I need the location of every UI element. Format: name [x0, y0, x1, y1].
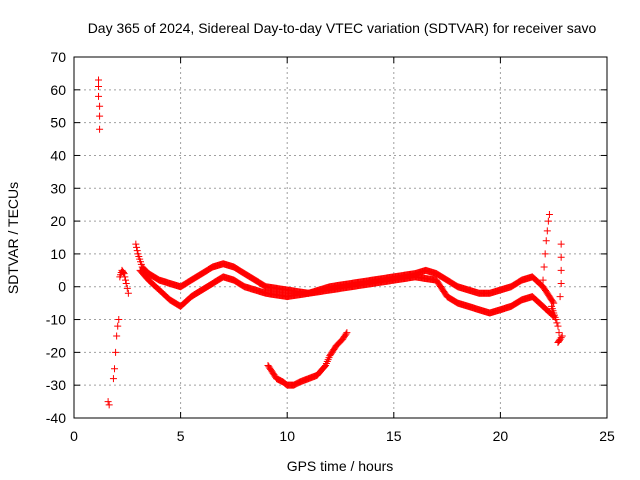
y-tick-label: 60 [50, 82, 66, 98]
x-tick-label: 0 [70, 428, 78, 444]
data-point [553, 319, 561, 327]
data-point [557, 266, 565, 274]
data-point [112, 348, 120, 356]
x-tick-label: 25 [599, 428, 615, 444]
data-point [132, 240, 140, 248]
x-tick-label: 20 [493, 428, 509, 444]
x-tick-label: 15 [386, 428, 402, 444]
data-point [104, 398, 112, 406]
data-point [544, 217, 552, 225]
data-point [95, 83, 103, 91]
y-tick-label: 50 [50, 115, 66, 131]
data-point [119, 269, 127, 277]
data-point [541, 250, 549, 258]
y-tick-label: 20 [50, 213, 66, 229]
data-point [133, 243, 141, 251]
data-point [554, 322, 562, 330]
data-point [111, 365, 119, 373]
data-point [342, 330, 350, 338]
data-point [549, 298, 557, 306]
data-point [121, 273, 129, 281]
data-point [557, 240, 565, 248]
y-tick-label: 40 [50, 147, 66, 163]
x-tick-label: 5 [177, 428, 185, 444]
data-point [113, 332, 121, 340]
data-point [540, 263, 548, 271]
data-point [120, 270, 128, 278]
plot-frame [73, 56, 608, 419]
data-point [133, 247, 141, 255]
data-point [552, 316, 560, 324]
data-point [555, 329, 563, 337]
data-point [558, 332, 566, 340]
y-axis: -40 -30 -20 -10 0 10 20 30 40 50 60 70 [46, 49, 607, 426]
data-points [95, 76, 566, 409]
data-point [96, 112, 104, 120]
y-tick-label: 0 [58, 279, 66, 295]
y-tick-label: 10 [50, 246, 66, 262]
y-tick-label: 30 [50, 180, 66, 196]
data-point [109, 375, 117, 383]
data-point [545, 211, 553, 219]
y-axis-label: SDTVAR / TECUs [5, 182, 21, 294]
data-point [543, 227, 551, 235]
data-point [542, 237, 550, 245]
data-point [95, 76, 103, 84]
data-point [557, 279, 565, 287]
data-point [96, 102, 104, 110]
grid-lines [74, 57, 607, 418]
y-tick-label: -10 [46, 312, 66, 328]
data-point [105, 401, 113, 409]
data-point [122, 276, 130, 284]
data-point [114, 322, 122, 330]
data-point [115, 316, 123, 324]
x-axis-label: GPS time / hours [287, 458, 394, 474]
y-tick-label: 70 [50, 49, 66, 65]
data-point [557, 253, 565, 261]
y-tick-label: -40 [46, 410, 66, 426]
data-point [95, 92, 103, 100]
x-tick-label: 10 [279, 428, 295, 444]
data-point [122, 279, 130, 287]
data-point [124, 289, 132, 297]
data-point [123, 284, 131, 292]
data-point [343, 329, 351, 337]
data-point [539, 276, 547, 284]
x-axis: 0 5 10 15 20 25 [70, 57, 615, 444]
data-point [321, 362, 329, 370]
data-point [556, 293, 564, 301]
y-tick-label: -20 [46, 344, 66, 360]
data-point [96, 125, 104, 133]
chart-title: Day 365 of 2024, Sidereal Day-to-day VTE… [88, 20, 597, 36]
data-point [557, 334, 565, 342]
y-tick-label: -30 [46, 377, 66, 393]
